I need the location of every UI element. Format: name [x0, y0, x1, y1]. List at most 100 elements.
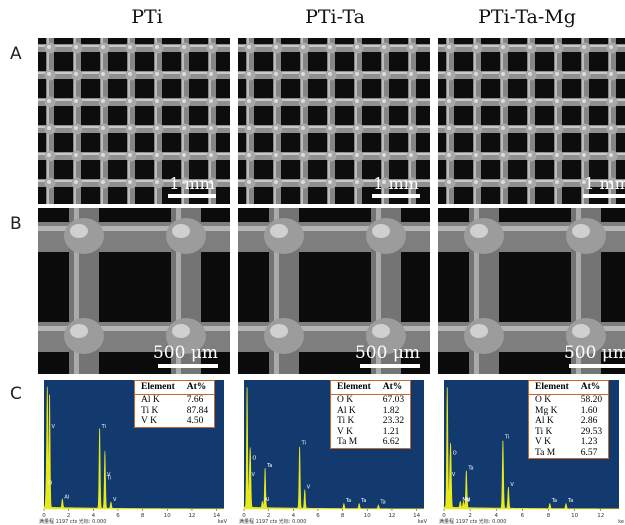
x-tick-label: 4 — [494, 513, 498, 519]
table-row: Ta M 6.62 — [331, 437, 410, 448]
element-cell: Ti K — [535, 426, 553, 437]
peak-label: Ti — [106, 476, 111, 482]
sem-node-pti: 500 μm — [38, 208, 230, 374]
vertical-strut — [181, 38, 189, 204]
vertical-strut — [554, 38, 562, 204]
element-cell: Ti K — [337, 416, 355, 426]
scale-bar: 1 mm — [372, 174, 420, 198]
row-label-a: A — [10, 44, 22, 64]
x-tick-label: 2 — [267, 513, 271, 519]
x-tick-label: 8 — [547, 513, 551, 519]
at-percent-cell: 58.20 — [580, 395, 603, 405]
vertical-strut — [608, 38, 616, 204]
eds-composition-table: Element At% Al K 7.66 Ti K 87.84 V K 4.50 — [134, 380, 216, 428]
eds-spectrum-pti: O V Al Ti Ti V V 0 2 4 6 8 10 12 14 Element At% Al K 7.… — [38, 378, 230, 525]
at-percent-cell: 29.53 — [580, 426, 603, 437]
at-percent-cell: 6.57 — [580, 447, 598, 458]
eds-footer: 满量程 1197 cts 光标: 0.000 — [239, 519, 307, 525]
vertical-strut — [273, 38, 281, 204]
peak-label: Ta — [360, 498, 366, 504]
lattice-struts — [438, 38, 625, 204]
vertical-strut — [446, 38, 454, 204]
vertical-strut — [473, 38, 481, 204]
at-percent-cell: 1.60 — [580, 405, 598, 416]
at-percent-cell: 67.03 — [382, 395, 405, 405]
x-tick-label: 12 — [597, 513, 604, 519]
table-row: Ti K 23.32 — [331, 416, 410, 427]
peak-label: V — [452, 472, 456, 478]
scale-bar-label: 1 mm — [373, 174, 419, 193]
scale-bar: 1 mm — [583, 174, 625, 198]
element-cell: V K — [535, 437, 551, 447]
vertical-strut — [381, 38, 389, 204]
kev-label: keV — [417, 519, 427, 525]
x-tick-label: 8 — [141, 513, 145, 519]
sem-node-pti-ta-mg: 500 μm — [438, 208, 625, 374]
element-cell: Al K — [535, 416, 554, 426]
peak-label: Ta — [551, 498, 557, 504]
peak-label: O — [252, 456, 256, 462]
eds-footer: 满量程 1197 cts 光标: 0.000 — [439, 519, 507, 525]
table-header: Element — [331, 381, 377, 395]
peak-label: V — [307, 484, 311, 490]
at-percent-cell: 1.82 — [382, 405, 400, 416]
table-row: O K 58.20 — [529, 395, 608, 406]
x-tick-label: 12 — [388, 513, 395, 519]
eds-spectrum-pti-ta-mg: O V Mg Al Ta Ti V Ta Ta 0 2 4 6 8 10 12 Element At% O K… — [438, 378, 625, 525]
vertical-strut — [100, 38, 108, 204]
table-row: V K 4.50 — [135, 416, 214, 427]
x-tick-label: 0 — [242, 513, 246, 519]
vertical-strut — [527, 38, 535, 204]
scale-bar-label: 1 mm — [584, 174, 625, 193]
spectrum-trace — [243, 387, 425, 510]
table-header: Element — [135, 381, 181, 395]
at-percent-cell: 2.86 — [580, 416, 598, 426]
x-tick-label: 8 — [341, 513, 345, 519]
at-percent-cell: 1.21 — [382, 426, 400, 437]
peak-label: Al — [264, 497, 269, 503]
vertical-strut — [208, 38, 216, 204]
lattice-struts — [38, 38, 230, 204]
at-percent-cell: 87.84 — [186, 405, 209, 416]
x-tick-label: 0 — [42, 513, 46, 519]
table-row: O K 67.03 — [331, 395, 410, 406]
peak-label: V — [107, 472, 111, 478]
x-tick-label: 4 — [92, 513, 96, 519]
eds-composition-table: Element At% O K 58.20 Mg K 1.60 Al K 2.86 Ti K… — [528, 380, 610, 459]
table-row: Mg K 1.60 — [529, 406, 608, 417]
vertical-strut — [154, 38, 162, 204]
peak-label: Ta — [467, 466, 473, 472]
vertical-strut — [500, 38, 508, 204]
x-tick-label: 6 — [316, 513, 320, 519]
strut-junctions — [438, 208, 625, 374]
at-percent-cell: 23.32 — [382, 416, 405, 426]
lattice-struts — [238, 38, 430, 204]
element-cell: Al K — [141, 395, 160, 405]
table-row: Al K 1.82 — [331, 406, 410, 417]
vertical-strut — [127, 38, 135, 204]
peak-label: Ta — [266, 463, 272, 469]
x-tick-label: 0 — [442, 513, 446, 519]
element-cell: Mg K — [535, 405, 558, 416]
table-header: At% — [574, 381, 609, 395]
spectrum-trace — [443, 387, 620, 510]
scale-bar: 500 μm — [355, 343, 420, 368]
element-cell: Al K — [337, 405, 356, 416]
table-header: At% — [180, 381, 215, 395]
table-row: Ti K 87.84 — [135, 406, 214, 417]
x-tick-label: 12 — [188, 513, 195, 519]
element-cell: Ti K — [141, 405, 159, 416]
kev-label: keV — [217, 519, 227, 525]
table-row: Ta M 6.57 — [529, 448, 608, 459]
peak-label: V — [510, 482, 514, 488]
eds-footer: 满量程 1197 cts 光标: 0.000 — [39, 519, 107, 525]
eds-spectrum-pti-ta: O V Al Ta Ti V Ta Ta Ta 0 2 4 6 8 10 12 14 Element At% O… — [238, 378, 430, 525]
peak-label: Ta — [567, 498, 573, 504]
peak-label: Al — [64, 494, 69, 500]
x-tick-label: 4 — [292, 513, 296, 519]
eds-composition-table: Element At% O K 67.03 Al K 1.82 Ti K 23.32 V K… — [330, 380, 412, 449]
peak-label: Mg — [462, 497, 470, 503]
x-tick-label: 6 — [116, 513, 120, 519]
table-row: Al K 2.86 — [529, 416, 608, 427]
vertical-strut — [354, 38, 362, 204]
